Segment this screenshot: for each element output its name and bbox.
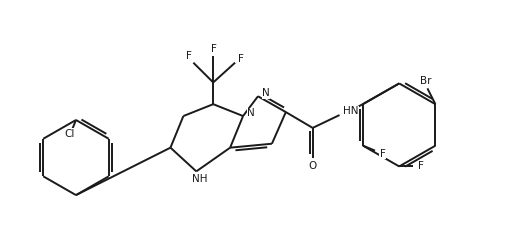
Text: N: N <box>262 88 269 98</box>
Text: HN: HN <box>342 106 357 116</box>
Text: Cl: Cl <box>65 129 75 139</box>
Text: F: F <box>238 54 243 64</box>
Text: N: N <box>247 108 254 118</box>
Text: NH: NH <box>191 174 207 184</box>
Text: F: F <box>186 51 192 61</box>
Text: O: O <box>308 161 316 171</box>
Text: Br: Br <box>419 76 430 86</box>
Text: F: F <box>379 149 385 159</box>
Text: F: F <box>417 161 423 171</box>
Text: F: F <box>211 44 217 54</box>
